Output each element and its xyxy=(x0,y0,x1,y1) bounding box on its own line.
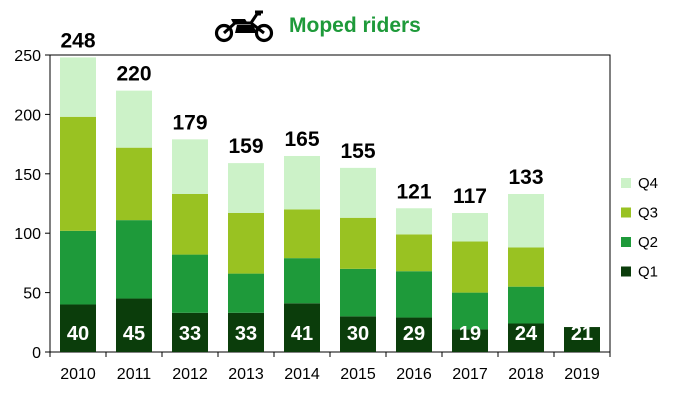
bar-segment-q4 xyxy=(340,167,376,218)
bar-total-label: 159 xyxy=(228,135,263,158)
bar-q1-label: 21 xyxy=(571,323,593,345)
legend-swatch-q1 xyxy=(621,266,631,277)
y-tick-label: 250 xyxy=(14,48,41,65)
bar-segment-q2 xyxy=(60,230,96,305)
legend-swatch-q3 xyxy=(621,207,631,218)
x-tick-label: 2011 xyxy=(117,366,152,383)
moped-icon xyxy=(214,10,274,43)
bar-segment-q1 xyxy=(396,317,432,352)
bar-segment-q4 xyxy=(172,139,208,194)
bar-segment-q3 xyxy=(116,147,152,221)
bar-segment-q4 xyxy=(60,57,96,117)
bar-total-label: 133 xyxy=(508,166,543,189)
bar-segment-q3 xyxy=(172,193,208,255)
bar-q1-label: 45 xyxy=(123,323,145,345)
x-tick-label: 2010 xyxy=(60,366,96,383)
chart-title-group: Moped riders xyxy=(213,6,421,46)
bar-q1-label: 33 xyxy=(179,323,201,345)
bar-total-label: 117 xyxy=(453,185,487,208)
bar-segment-q4 xyxy=(228,163,264,214)
bar-segment-q2 xyxy=(284,258,320,304)
bar-segment-q1 xyxy=(340,316,376,352)
bar-segment-q2 xyxy=(340,268,376,317)
bar-q1-label: 40 xyxy=(67,323,89,345)
x-tick-label: 2019 xyxy=(564,366,600,383)
x-tick-label: 2014 xyxy=(284,366,320,383)
legend-swatch-q4 xyxy=(621,178,631,188)
bar-segment-q3 xyxy=(508,247,544,287)
bar-q1-label: 30 xyxy=(347,323,369,345)
bar-segment-q1 xyxy=(228,312,264,352)
bar-q1-label: 41 xyxy=(291,323,313,345)
legend-label-q4: Q4 xyxy=(638,175,658,192)
bar-segment-q3 xyxy=(452,241,488,293)
bar-q1-label: 19 xyxy=(459,323,481,345)
bar-segment-q1 xyxy=(116,298,152,352)
bar-total-label: 248 xyxy=(60,29,95,52)
bar-segment-q2 xyxy=(508,286,544,324)
bar-q1-label: 29 xyxy=(403,323,425,345)
legend-swatch-q2 xyxy=(621,237,631,247)
x-tick-label: 2018 xyxy=(508,366,544,383)
y-tick-label: 100 xyxy=(14,226,41,243)
y-tick-label: 200 xyxy=(14,107,41,124)
bar-segment-q2 xyxy=(452,292,488,330)
y-tick-label: 50 xyxy=(23,286,41,303)
bar-segment-q3 xyxy=(396,234,432,272)
bar-segment-q1 xyxy=(564,327,600,352)
bar-segment-q2 xyxy=(228,273,264,313)
bar-segment-q4 xyxy=(284,155,320,210)
bar-segment-q3 xyxy=(284,209,320,259)
bar-segment-q1 xyxy=(172,312,208,352)
chart-title: Moped riders xyxy=(289,14,421,37)
bar-q1-label: 33 xyxy=(235,323,257,345)
bar-total-label: 121 xyxy=(396,180,431,203)
bar-q1-label: 24 xyxy=(515,323,538,345)
legend-label-q2: Q2 xyxy=(638,234,658,251)
bar-total-label: 155 xyxy=(340,140,375,163)
bar-total-label: 165 xyxy=(284,128,319,151)
y-tick-label: 150 xyxy=(14,167,41,184)
bar-total-label: 220 xyxy=(116,63,151,86)
bar-segment-q4 xyxy=(452,213,488,242)
bar-segment-q1 xyxy=(452,329,488,352)
legend-label-q3: Q3 xyxy=(638,205,658,222)
bar-segment-q4 xyxy=(396,208,432,235)
y-tick-label: 0 xyxy=(32,345,41,362)
bar-total-label: 179 xyxy=(172,111,207,134)
bar-segment-q3 xyxy=(340,217,376,269)
bar-segment-q3 xyxy=(60,116,96,231)
legend-label-q1: Q1 xyxy=(638,264,658,281)
bar-segment-q2 xyxy=(116,220,152,299)
x-tick-label: 2012 xyxy=(172,366,208,383)
bar-segment-q2 xyxy=(396,271,432,318)
bar-segment-q2 xyxy=(172,254,208,313)
bar-segment-q1 xyxy=(508,323,544,352)
bar-segment-q4 xyxy=(116,90,152,148)
x-tick-label: 2015 xyxy=(340,366,376,383)
bar-segment-q3 xyxy=(228,213,264,274)
x-tick-label: 2017 xyxy=(452,366,488,383)
x-tick-label: 2016 xyxy=(396,366,432,383)
x-tick-label: 2013 xyxy=(228,366,264,383)
bar-segment-q1 xyxy=(60,304,96,352)
bar-segment-q1 xyxy=(284,303,320,352)
bar-segment-q4 xyxy=(508,193,544,248)
